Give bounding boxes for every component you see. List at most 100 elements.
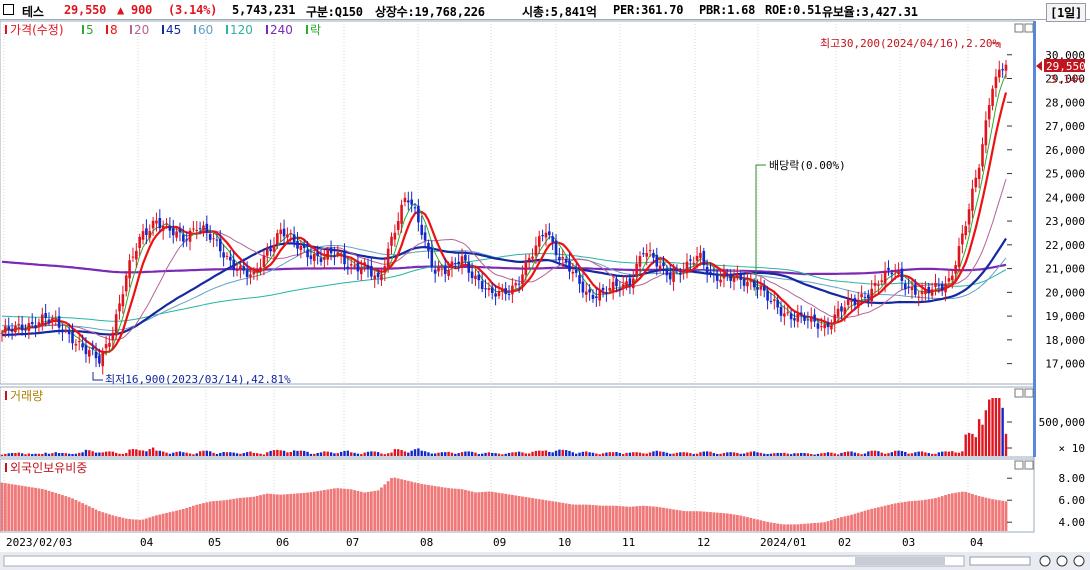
horizontal-scrollbar[interactable] bbox=[3, 555, 965, 567]
candle-body bbox=[672, 272, 675, 282]
volume-panel-close-icon[interactable] bbox=[1024, 388, 1034, 398]
volume-bar bbox=[430, 453, 434, 456]
zoom-reset-icon[interactable] bbox=[1073, 555, 1085, 567]
volume-bar bbox=[726, 452, 729, 456]
foreign-bar bbox=[306, 492, 309, 531]
candle-body bbox=[1001, 69, 1004, 71]
candle-body bbox=[353, 265, 356, 267]
price-tick-label: 23,000 bbox=[1045, 215, 1085, 228]
candle-body bbox=[131, 256, 135, 258]
foreign-bar bbox=[134, 519, 138, 531]
foreign-bar bbox=[71, 498, 74, 531]
foreign-bar bbox=[272, 494, 276, 531]
volume-bar bbox=[454, 453, 457, 456]
foreign-bar bbox=[950, 493, 954, 531]
volume-bar bbox=[504, 453, 507, 456]
volume-bar bbox=[155, 450, 158, 456]
period-button[interactable]: [1일] bbox=[1046, 3, 1086, 22]
foreign-panel-min-icon[interactable] bbox=[1014, 460, 1024, 470]
foreign-bar bbox=[91, 507, 95, 531]
foreign-bar bbox=[668, 508, 672, 531]
volume-bar bbox=[665, 452, 669, 456]
foreign-bar bbox=[212, 501, 215, 531]
candle-body bbox=[816, 323, 820, 329]
foreign-bar bbox=[400, 479, 403, 531]
zoom-in-icon[interactable] bbox=[1056, 555, 1068, 567]
volume-legend: 거래량 bbox=[5, 389, 43, 403]
volume-panel-min-icon[interactable] bbox=[1014, 388, 1024, 398]
foreign-bar bbox=[1004, 501, 1008, 531]
volume-bar bbox=[675, 452, 679, 456]
volume-bar bbox=[440, 452, 444, 456]
candle-body bbox=[356, 262, 360, 272]
volume-bar bbox=[810, 454, 813, 456]
foreign-bar bbox=[359, 491, 363, 531]
candle-body bbox=[178, 229, 182, 233]
volume-bar bbox=[658, 451, 662, 456]
foreign-bar bbox=[766, 521, 769, 531]
zoom-out-icon[interactable] bbox=[1039, 555, 1051, 567]
foreign-bar bbox=[782, 524, 786, 531]
candle-body bbox=[652, 252, 655, 258]
foreign-bar bbox=[470, 491, 474, 531]
candle-body bbox=[252, 271, 256, 275]
right-scroll-strip[interactable] bbox=[1033, 21, 1036, 457]
foreign-bar bbox=[682, 510, 686, 531]
candle-body bbox=[232, 259, 235, 270]
candle-body bbox=[124, 275, 128, 292]
volume-bar bbox=[679, 452, 682, 456]
volume-bar bbox=[262, 454, 266, 456]
volume-bar bbox=[930, 453, 934, 456]
volume-bar bbox=[423, 451, 427, 456]
volume-bar bbox=[746, 452, 749, 456]
foreign-bar bbox=[14, 484, 17, 531]
foreign-bar bbox=[225, 499, 229, 531]
volume-bar bbox=[682, 452, 685, 456]
foreign-bar bbox=[457, 488, 461, 531]
candle-body bbox=[259, 267, 262, 272]
volume-bar bbox=[353, 452, 356, 456]
candle-body bbox=[638, 256, 642, 267]
foreign-panel-close-icon[interactable] bbox=[1024, 460, 1034, 470]
foreign-bar bbox=[578, 504, 581, 531]
candle-body bbox=[477, 274, 481, 281]
candle-body bbox=[34, 325, 37, 329]
foreign-bar bbox=[695, 511, 699, 531]
candle-body bbox=[487, 287, 491, 291]
volume-bar bbox=[0, 454, 4, 456]
volume-bar bbox=[457, 453, 460, 456]
volume-bar bbox=[601, 453, 605, 456]
candle-body bbox=[685, 261, 689, 274]
volume-bar bbox=[165, 452, 168, 456]
candle-body bbox=[719, 279, 722, 283]
volume-bar bbox=[195, 453, 198, 456]
candle-body bbox=[511, 285, 514, 295]
foreign-bar bbox=[705, 511, 709, 531]
foreign-bar bbox=[789, 524, 793, 531]
foreign-bar bbox=[709, 512, 712, 531]
low-annotation: 최저16,900(2023/03/14),42.81% bbox=[92, 372, 291, 386]
foreign-bar bbox=[34, 487, 37, 531]
volume-bar bbox=[14, 452, 17, 456]
candle-body bbox=[595, 296, 598, 298]
foreign-bar bbox=[930, 498, 934, 531]
volume-bar bbox=[977, 419, 981, 456]
foreign-bar bbox=[403, 480, 407, 531]
foreign-bar bbox=[346, 488, 350, 531]
volume-bar bbox=[289, 451, 292, 456]
scroll-thumb[interactable] bbox=[855, 557, 945, 565]
volume-bar bbox=[927, 453, 930, 456]
candle-body bbox=[433, 269, 437, 274]
volume-bar bbox=[779, 453, 783, 456]
header-checkbox[interactable] bbox=[3, 4, 14, 15]
candle-body bbox=[739, 274, 743, 280]
stock-name: 테스 bbox=[22, 5, 44, 19]
volume-bar bbox=[689, 453, 692, 456]
volume-bar bbox=[920, 451, 924, 456]
price-panel-close-icon[interactable] bbox=[1024, 23, 1034, 33]
volume-bar bbox=[108, 451, 111, 456]
candle-body bbox=[474, 275, 477, 280]
zoom-slider[interactable] bbox=[969, 556, 1031, 566]
volume-bar bbox=[880, 452, 883, 456]
price-panel-min-icon[interactable] bbox=[1014, 23, 1024, 33]
